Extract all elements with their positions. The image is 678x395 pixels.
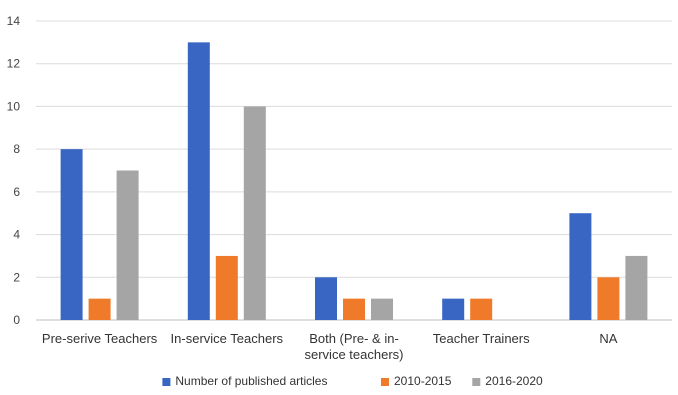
x-category-label: Pre-serive Teachers [42, 331, 158, 346]
y-tick-label: 4 [13, 228, 20, 242]
bar-2016-2020-0 [116, 170, 139, 320]
legend: Number of published articles 2010-2015 201… [162, 374, 543, 388]
bar-2016-2020-1 [243, 106, 266, 320]
y-tick-label: 2 [13, 270, 20, 284]
y-axis: 0 2 4 6 8 10 12 14 [7, 14, 672, 327]
legend-swatch [472, 378, 481, 386]
x-category-label-line: Teacher Trainers [433, 331, 530, 346]
bars [60, 42, 648, 320]
legend-swatch [162, 378, 171, 386]
legend-swatch [381, 378, 389, 386]
bar-2010-2015-0 [88, 298, 111, 320]
bar-2016-2020-4 [625, 255, 648, 320]
x-category-label-line: service teachers) [305, 347, 404, 362]
bar-2010-2015-4 [597, 277, 620, 320]
x-category-label: NA [599, 331, 617, 346]
y-tick-label: 8 [13, 142, 20, 156]
x-category-label: In-service Teachers [171, 331, 284, 346]
legend-label: Number of published articles [175, 374, 327, 388]
x-axis-categories: Pre-serive Teachers In-service Teachers Bo… [42, 331, 618, 362]
bar-2010-2015-3 [470, 298, 493, 320]
x-category-label-line: Both (Pre- & in- [309, 331, 399, 346]
x-category-label: Teacher Trainers [433, 331, 530, 346]
x-category-label-line: NA [599, 331, 617, 346]
y-tick-label: 14 [7, 14, 21, 28]
bar-2016-2020-2 [371, 298, 393, 320]
bar-2010-2015-2 [343, 298, 365, 320]
bar-number-of-published-articles-2 [315, 277, 337, 320]
x-category-label-line: In-service Teachers [171, 331, 284, 346]
legend-label: 2010-2015 [394, 374, 452, 388]
y-tick-label: 0 [13, 313, 20, 327]
gridlines [36, 20, 672, 278]
x-category-label-line: Pre-serive Teachers [42, 331, 158, 346]
bar-number-of-published-articles-4 [569, 213, 592, 320]
y-tick-label: 6 [13, 185, 20, 199]
legend-label: 2016-2020 [485, 374, 543, 388]
y-tick-label: 10 [7, 99, 21, 113]
bar-2010-2015-1 [215, 255, 238, 320]
y-tick-label: 12 [7, 57, 21, 71]
legend-item-number-of-published-articles: Number of published articles [162, 374, 327, 388]
bar-number-of-published-articles-1 [187, 42, 210, 320]
legend-item-2010-2015: 2010-2015 [381, 374, 452, 388]
bar-number-of-published-articles-3 [442, 298, 465, 320]
bar-number-of-published-articles-0 [60, 149, 83, 320]
x-category-label: Both (Pre- & in-service teachers) [305, 331, 404, 362]
legend-item-2016-2020: 2016-2020 [472, 374, 543, 388]
